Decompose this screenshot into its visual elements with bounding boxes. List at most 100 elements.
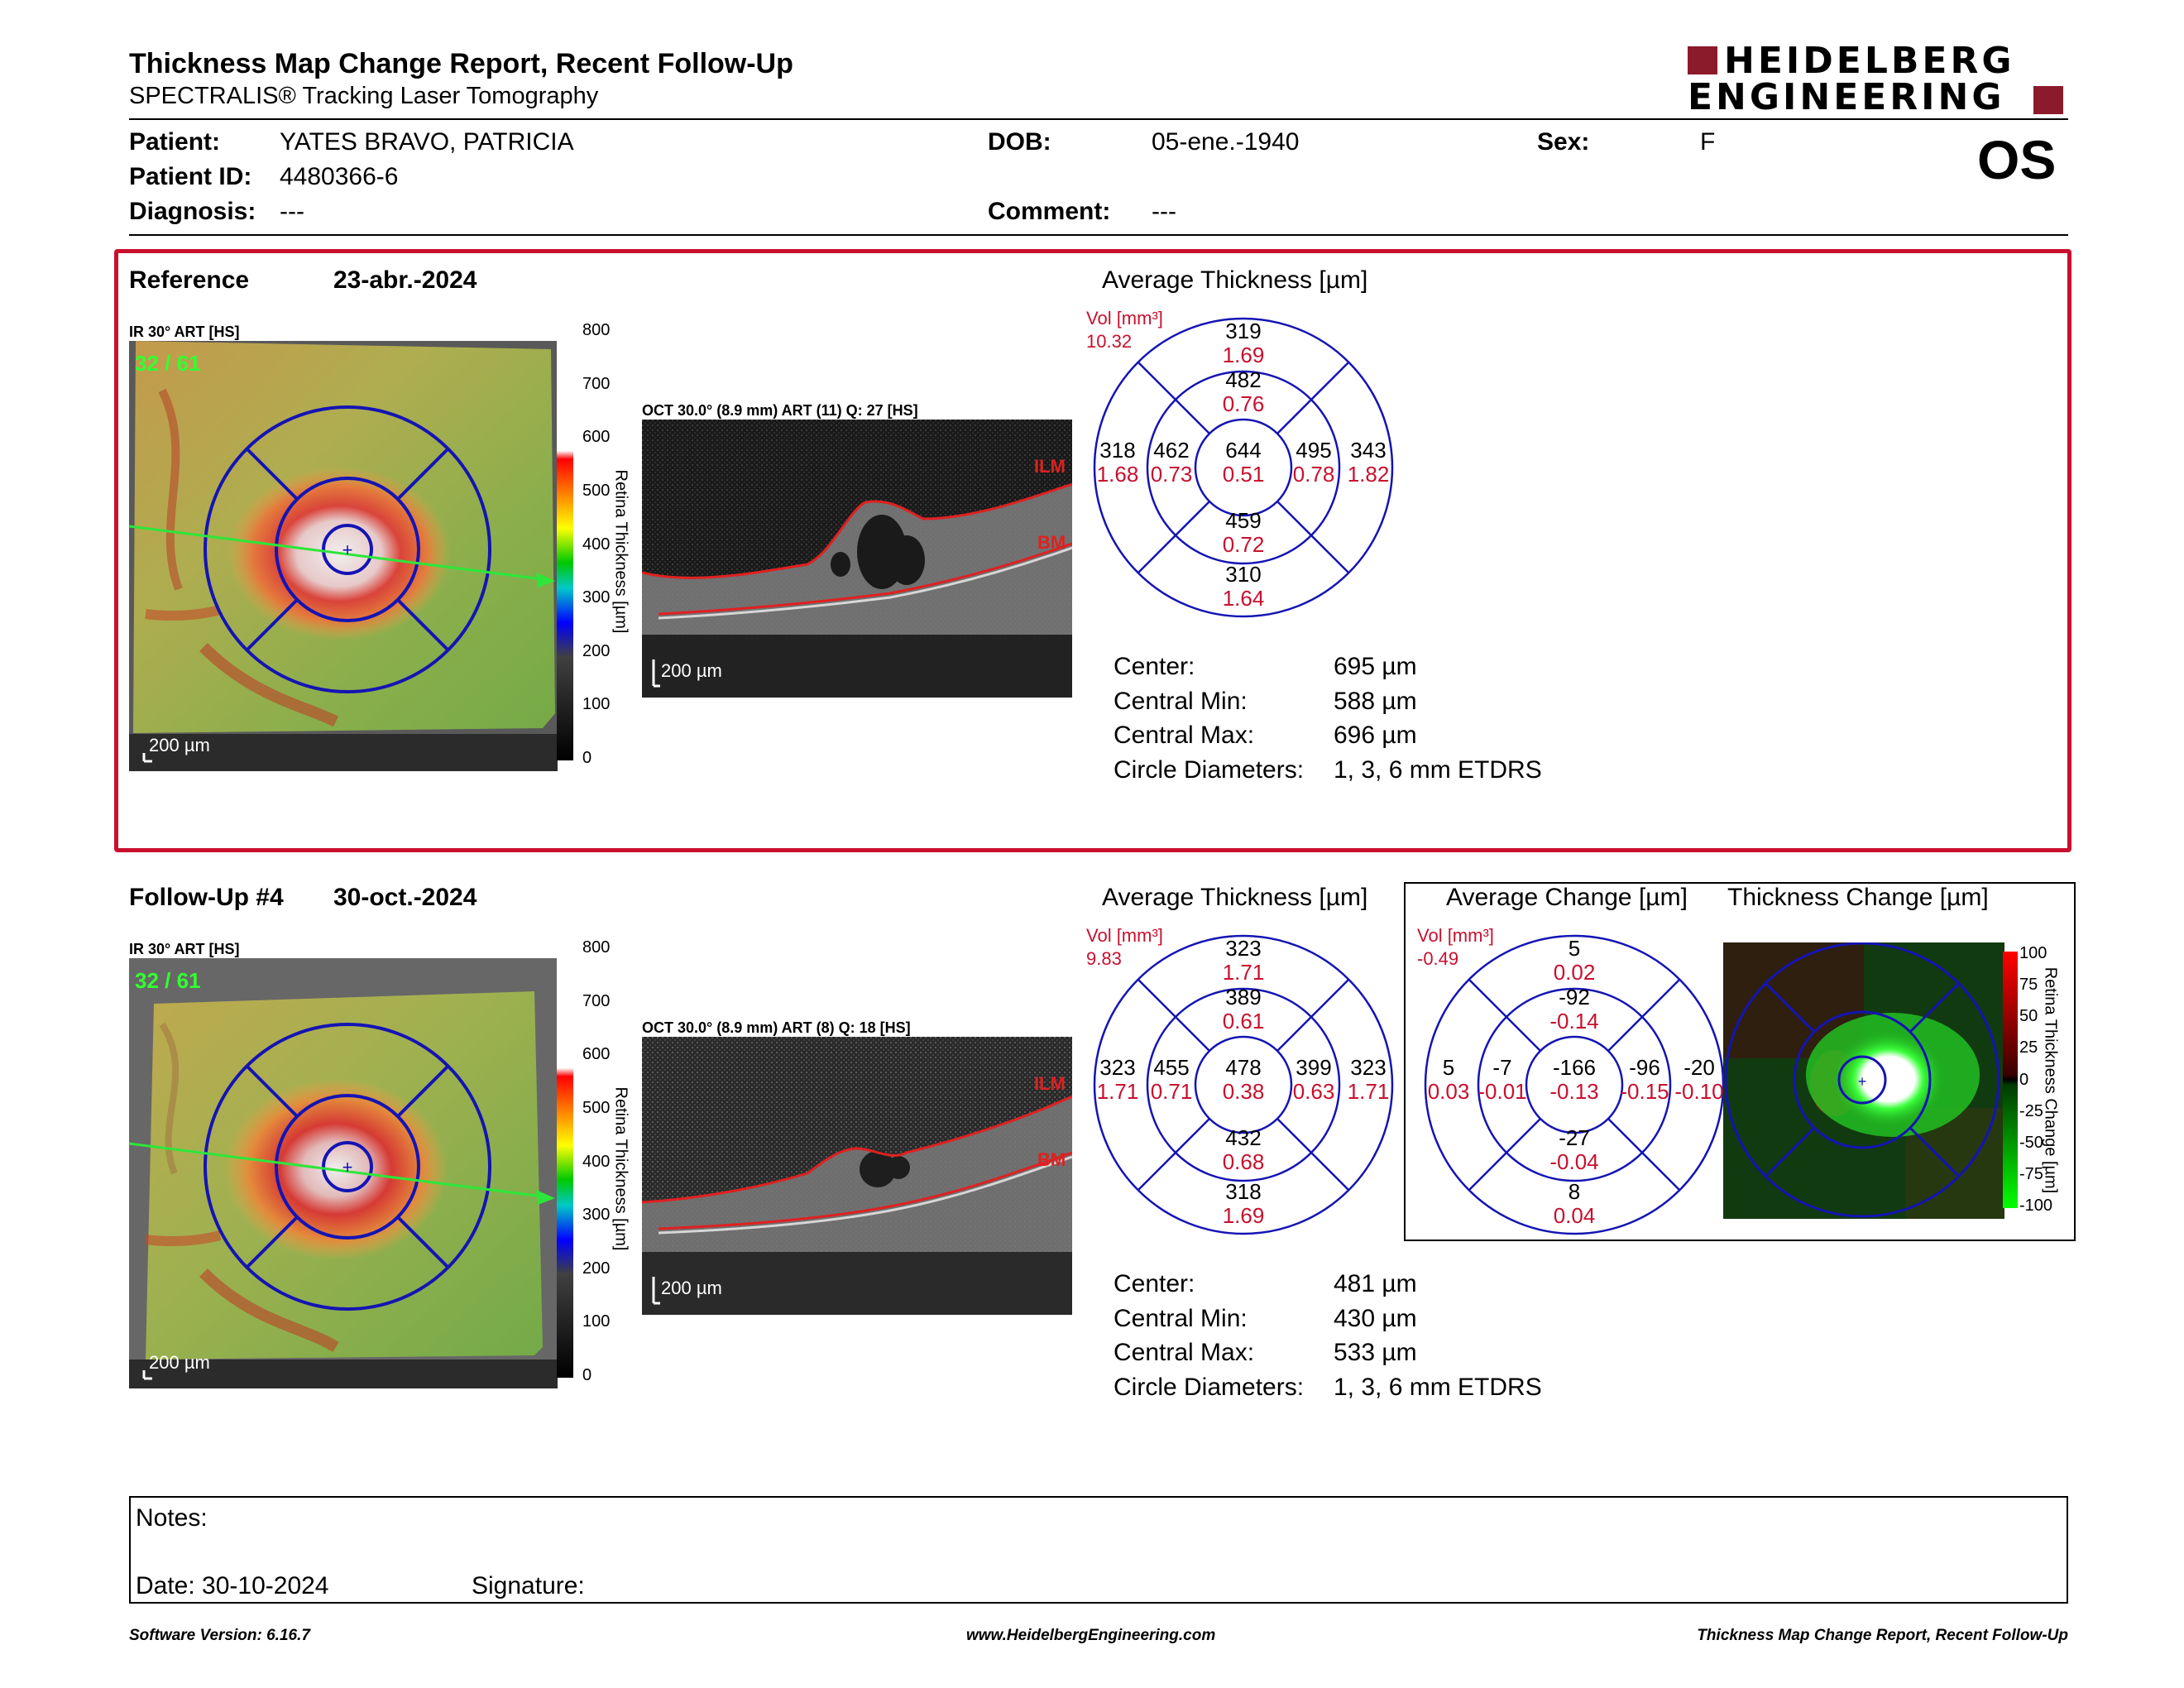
oct-label: OCT 30.0° (8.9 mm) ART (11) Q: 27 [HS] [642,402,918,419]
etdrs-center: 644 0.51 [1222,438,1265,487]
footer-report-name: Thickness Map Change Report, Recent Foll… [1697,1627,2068,1644]
change-panel [1404,882,2076,1241]
divider [129,234,2068,236]
diagnosis-label: Diagnosis: [129,198,256,225]
colorbar-title: Retina Thickness [µm] [611,469,630,634]
thickness-colorbar [557,330,573,760]
etdrs-top-inner: -92 -0.14 [1549,985,1599,1033]
stat-label: Central Min: [1114,687,1248,715]
stats-labels: Center: Central Min: Central Max: Circle… [1114,1267,1304,1404]
stat-value: 1, 3, 6 mm ETDRS [1334,755,1542,784]
colorbar-tick: 400 [582,535,611,554]
etdrs-left-inner: 462 0.73 [1150,438,1193,487]
stat-value: 696 µm [1334,722,1417,749]
stat-value: 695 µm [1334,653,1417,680]
colorbar-tick: 100 [582,1312,611,1331]
bm-label: BM [1037,532,1066,553]
colorbar-title: Retina Thickness [µm] [611,1086,630,1251]
notes-label: Notes: [136,1504,208,1532]
etdrs-left-inner: -7 -0.01 [1478,1055,1527,1104]
stat-label: Central Max: [1114,722,1255,749]
etdrs-bottom-inner: -27 -0.04 [1549,1125,1599,1174]
followup-date: 30-oct.-2024 [333,884,477,911]
stat-label: Circle Diameters: [1114,755,1305,784]
change-colorbar-title: Retina Thickness Change [µm] [2041,966,2060,1194]
etdrs-center: 478 0.38 [1222,1055,1265,1104]
dob-value: 05-ene.-1940 [1152,128,1300,156]
colorbar-tick: 200 [582,1259,611,1278]
reference-label: Reference [129,266,250,294]
etdrs-top-outer: 5 0.02 [1553,936,1596,985]
etdrs-right-inner: 399 0.63 [1292,1055,1335,1104]
software-version: Software Version: 6.16.7 [129,1627,310,1644]
svg-text:+: + [342,1157,353,1177]
patient-name: YATES BRAVO, PATRICIA [280,128,574,156]
eye-indicator: OS [1977,129,2057,190]
avg-thickness-title: Average Thickness [µm] [1102,266,1368,294]
colorbar-tick: 0 [2019,1070,2029,1089]
colorbar-tick: 600 [582,1045,611,1064]
followup-label: Follow-Up #4 [129,884,284,911]
colorbar-tick: 600 [582,428,611,447]
etdrs-values: 323 1.71 389 0.61 323 1.71 455 0.71 478 0.38 … [1090,932,1396,1238]
avg-change-title: Average Change [µm] [1446,884,1688,911]
notes-box[interactable] [129,1496,2068,1604]
etdrs-right-inner: -96 -0.15 [1620,1055,1669,1104]
etdrs-left-outer: 323 1.71 [1096,1055,1139,1104]
patient-label: Patient: [129,128,221,156]
colorbar-ticks: 800 700 600 500 400 300 200 100 0 [582,938,610,1385]
svg-text:+: + [1858,1073,1867,1090]
stat-label: Center: [1114,653,1195,680]
etdrs-top-outer: 319 1.69 [1222,319,1265,367]
etdrs-values: 5 0.02 -92 -0.14 5 0.03 -7 -0.01 -166 -0.13 -… [1421,932,1727,1238]
stat-label: Central Max: [1114,1339,1255,1366]
colorbar-tick: 500 [582,481,611,500]
stat-value: 1, 3, 6 mm ETDRS [1334,1373,1542,1401]
comment-value: --- [1152,198,1176,225]
etdrs-bottom-outer: 318 1.69 [1222,1179,1265,1228]
logo-square-bottom [2033,86,2063,114]
change-colorbar [2003,952,2018,1208]
scan-counter: 32 / 61 [135,351,201,376]
etdrs-right-outer: 323 1.71 [1347,1055,1390,1104]
report-title: Thickness Map Change Report, Recent Foll… [129,48,793,79]
vol-total: 9.83 [1086,948,1122,969]
stat-label: Circle Diameters: [1114,1373,1305,1401]
vol-total: -0.49 [1417,948,1459,969]
colorbar-tick: 300 [582,588,611,607]
etdrs-bottom-inner: 459 0.72 [1222,508,1265,557]
stats-values: 695 µm 588 µm 696 µm 1, 3, 6 mm ETDRS [1334,650,1542,787]
svg-text:+: + [342,539,353,560]
website-link[interactable]: www.HeidelbergEngineering.com [966,1627,1216,1644]
etdrs-bottom-outer: 310 1.64 [1222,562,1265,611]
oct-bscan [642,420,1072,698]
colorbar-tick: 500 [582,1098,611,1117]
oct-label: OCT 30.0° (8.9 mm) ART (8) Q: 18 [HS] [642,1019,911,1036]
report-date: Date: 30-10-2024 [136,1572,329,1599]
etdrs-bottom-outer: 8 0.04 [1553,1179,1596,1228]
colorbar-tick: 300 [582,1206,611,1225]
colorbar-tick: 100 [2019,944,2048,962]
colorbar-tick: 700 [582,991,611,1010]
heidelberg-logo: HEIDELBERG ENGINEERING [1688,40,2068,118]
etdrs-right-inner: 495 0.78 [1292,438,1335,487]
dob-label: DOB: [988,128,1051,156]
colorbar-tick: 0 [582,1366,592,1384]
stats-labels: Center: Central Min: Central Max: Circle… [1114,650,1304,787]
divider [129,118,2068,120]
etdrs-top-inner: 482 0.76 [1222,367,1265,416]
reference-date: 23-abr.-2024 [333,266,477,294]
change-colorbar-ticks: 100 75 50 25 0 -25 -50 -75 -100 [2019,944,2052,1216]
thickness-colorbar [557,947,573,1378]
etdrs-grid [1093,934,1394,1235]
colorbar-tick: 200 [582,641,611,660]
colorbar-tick: -75 [2019,1164,2043,1183]
colorbar-tick: 75 [2019,976,2038,995]
report-subtitle: SPECTRALIS® Tracking Laser Tomography [129,83,599,109]
bm-label: BM [1037,1149,1066,1170]
etdrs-top-inner: 389 0.61 [1222,985,1265,1033]
etdrs-left-inner: 455 0.71 [1150,1055,1193,1104]
etdrs-right-outer: 343 1.82 [1347,438,1390,487]
stat-label: Center: [1114,1270,1195,1297]
stat-label: Central Min: [1114,1304,1248,1332]
